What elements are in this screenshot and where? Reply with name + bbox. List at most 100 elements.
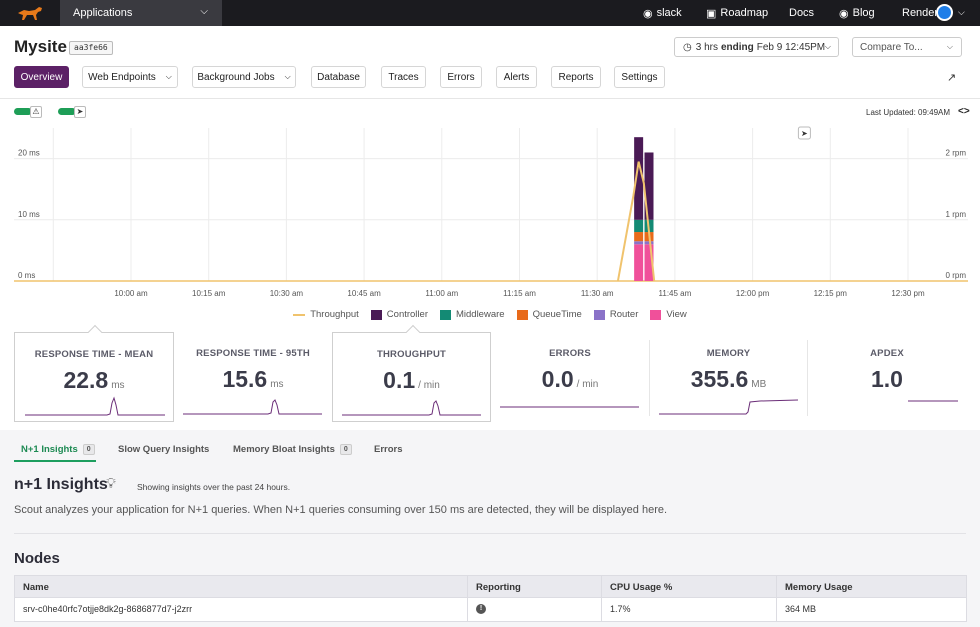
throughput-line xyxy=(616,161,656,282)
x-axis-tick-label: 11:00 am xyxy=(425,289,458,298)
metric-card-throughput[interactable]: THROUGHPUT 0.1/ min xyxy=(332,324,491,422)
tab-slow-query-label: Slow Query Insights xyxy=(118,444,210,455)
x-axis-tick-label: 11:15 am xyxy=(503,289,536,298)
deploys-overlay-toggle[interactable]: ➤ xyxy=(58,106,86,118)
count-badge: 0 xyxy=(339,444,352,455)
metric-unit: / min xyxy=(418,380,440,391)
scout-logo[interactable] xyxy=(0,0,60,26)
metric-card-response-95th[interactable]: RESPONSE TIME - 95TH 15.6 ms xyxy=(174,332,332,422)
metric-number: 1.0 xyxy=(871,366,903,392)
legend-item-router[interactable]: Router xyxy=(593,309,638,320)
x-axis-tick-label: 12:00 pm xyxy=(736,289,770,298)
metric-title: RESPONSE TIME - MEAN xyxy=(34,349,154,360)
tab-settings[interactable]: Settings xyxy=(614,66,665,88)
tab-errors[interactable]: Errors xyxy=(440,66,482,88)
nav-roadmap[interactable]: ▣ Roadmap xyxy=(706,0,768,26)
column-header-name[interactable]: Name xyxy=(23,582,49,593)
tab-alerts-label: Alerts xyxy=(503,71,530,83)
bar-segment-queuetime xyxy=(634,232,644,242)
metric-card-response-mean[interactable]: RESPONSE TIME - MEAN 22.8 ms xyxy=(14,324,174,422)
legend-item-view[interactable]: View xyxy=(650,309,687,320)
render-avatar[interactable] xyxy=(936,4,953,21)
bar-segment-middleware xyxy=(634,219,644,233)
column-header-cpu[interactable]: CPU Usage % xyxy=(610,582,673,593)
tab-database[interactable]: Database xyxy=(311,66,366,88)
nav-render[interactable]: Render xyxy=(902,0,938,26)
divider xyxy=(0,98,980,99)
metric-value: 15.6 ms xyxy=(174,366,332,393)
tab-alerts[interactable]: Alerts xyxy=(496,66,537,88)
metric-unit: / min xyxy=(576,379,599,390)
metric-unit: ms xyxy=(111,380,125,391)
compare-to-label: Compare To... xyxy=(860,41,923,53)
metric-value: 0.1/ min xyxy=(333,367,490,394)
metric-number: 0.1 xyxy=(383,367,416,393)
metric-card-errors[interactable]: ERRORS 0.0/ min xyxy=(491,332,649,422)
y-axis-tick-label: 10 ms xyxy=(18,210,40,219)
external-link-icon[interactable]: ↗ xyxy=(947,72,957,84)
sparkline xyxy=(908,400,958,402)
column-header-memory[interactable]: Memory Usage xyxy=(785,582,853,593)
legend-item-controller[interactable]: Controller xyxy=(370,309,428,320)
node-cpu: 1.7% xyxy=(610,604,631,614)
chevron-down-icon[interactable]: ⌵ xyxy=(958,7,965,17)
nav-slack[interactable]: ◉ slack xyxy=(643,0,682,26)
bar-segment-router xyxy=(634,241,644,245)
metric-value: 1.0 xyxy=(808,366,966,393)
tab-web-endpoints-label: Web Endpoints xyxy=(88,71,156,83)
y-axis-right-tick-label: 0 rpm xyxy=(946,271,967,280)
tab-slow-query-insights[interactable]: Slow Query Insights xyxy=(118,444,209,455)
tab-overview[interactable]: Overview xyxy=(14,66,69,88)
compare-to-dropdown[interactable]: Compare To... ⌵ xyxy=(852,37,962,57)
y-axis-right-tick-label: 1 rpm xyxy=(946,210,967,219)
x-axis-tick-label: 10:00 am xyxy=(114,289,148,298)
alerts-overlay-toggle[interactable]: ⚠ xyxy=(14,106,42,118)
tab-n1-insights-label: N+1 Insights xyxy=(21,444,78,455)
metric-value: 0.0/ min xyxy=(491,366,649,393)
tab-reports[interactable]: Reports xyxy=(551,66,601,88)
chart-legend: Throughput Controller Middleware QueueTime R… xyxy=(0,309,980,320)
deploy-marker-icon xyxy=(797,126,811,140)
time-range-button[interactable]: ◷ 3 hrs ending Feb 9 12:45PM ⌵ xyxy=(674,37,839,57)
metric-title: RESPONSE TIME - 95TH xyxy=(196,348,310,359)
legend-swatch xyxy=(293,313,306,316)
last-updated-text: Last Updated: 09:49AM xyxy=(866,108,951,117)
bar-segment-view xyxy=(634,244,644,281)
legend-item-queuetime[interactable]: QueueTime xyxy=(516,309,582,320)
metric-card-memory[interactable]: MEMORY 355.6 MB xyxy=(650,332,807,422)
nav-docs[interactable]: Docs xyxy=(789,0,814,26)
tab-insight-errors-label: Errors xyxy=(374,444,403,455)
metric-number: 22.8 xyxy=(63,367,109,393)
metric-card-apdex[interactable]: APDEX 1.0 xyxy=(808,332,966,422)
x-axis-tick-label: 10:45 am xyxy=(347,289,381,298)
code-toggle-icon[interactable]: <> xyxy=(958,106,970,117)
chevron-down-icon: ⌵ xyxy=(284,72,291,81)
chevron-down-icon: ⌵ xyxy=(165,72,172,81)
dog-logo-icon xyxy=(18,7,42,20)
tab-errors-label: Errors xyxy=(447,71,475,83)
tab-web-endpoints[interactable]: Web Endpoints ⌵ xyxy=(82,66,178,88)
legend-item-throughput[interactable]: Throughput xyxy=(293,309,359,320)
nodes-title: Nodes xyxy=(14,550,60,567)
nav-render-label: Render xyxy=(902,7,939,19)
tab-reports-label: Reports xyxy=(558,71,594,83)
reporting-status-icon[interactable]: ! xyxy=(476,604,486,614)
tab-traces[interactable]: Traces xyxy=(381,66,426,88)
table-row[interactable]: srv-c0he40rfc7otjje8dk2g-8686877d7-j2zrr… xyxy=(14,598,967,622)
applications-dropdown[interactable]: Applications ⌵ xyxy=(60,0,222,26)
divider xyxy=(14,533,966,534)
column-header-reporting[interactable]: Reporting xyxy=(476,582,521,593)
tab-memory-bloat-insights[interactable]: Memory Bloat Insights 0 xyxy=(233,444,352,455)
x-axis-tick-label: 10:15 am xyxy=(192,289,226,298)
card-divider xyxy=(807,340,808,416)
nav-roadmap-label: Roadmap xyxy=(720,7,769,19)
legend-swatch xyxy=(516,309,528,320)
overview-chart[interactable]: 20 ms 2 rpm 10 ms 1 rpm 0 ms 0 rpm 10:00 am 10:… xyxy=(0,120,980,305)
nav-blog[interactable]: ◉ Blog xyxy=(839,0,875,26)
metric-title: ERRORS xyxy=(549,348,591,359)
legend-item-middleware[interactable]: Middleware xyxy=(439,309,505,320)
tab-n1-insights[interactable]: N+1 Insights 0 xyxy=(21,444,95,455)
tab-insight-errors[interactable]: Errors xyxy=(374,444,403,455)
tab-settings-label: Settings xyxy=(621,71,658,83)
tab-background-jobs[interactable]: Background Jobs ⌵ xyxy=(192,66,296,88)
